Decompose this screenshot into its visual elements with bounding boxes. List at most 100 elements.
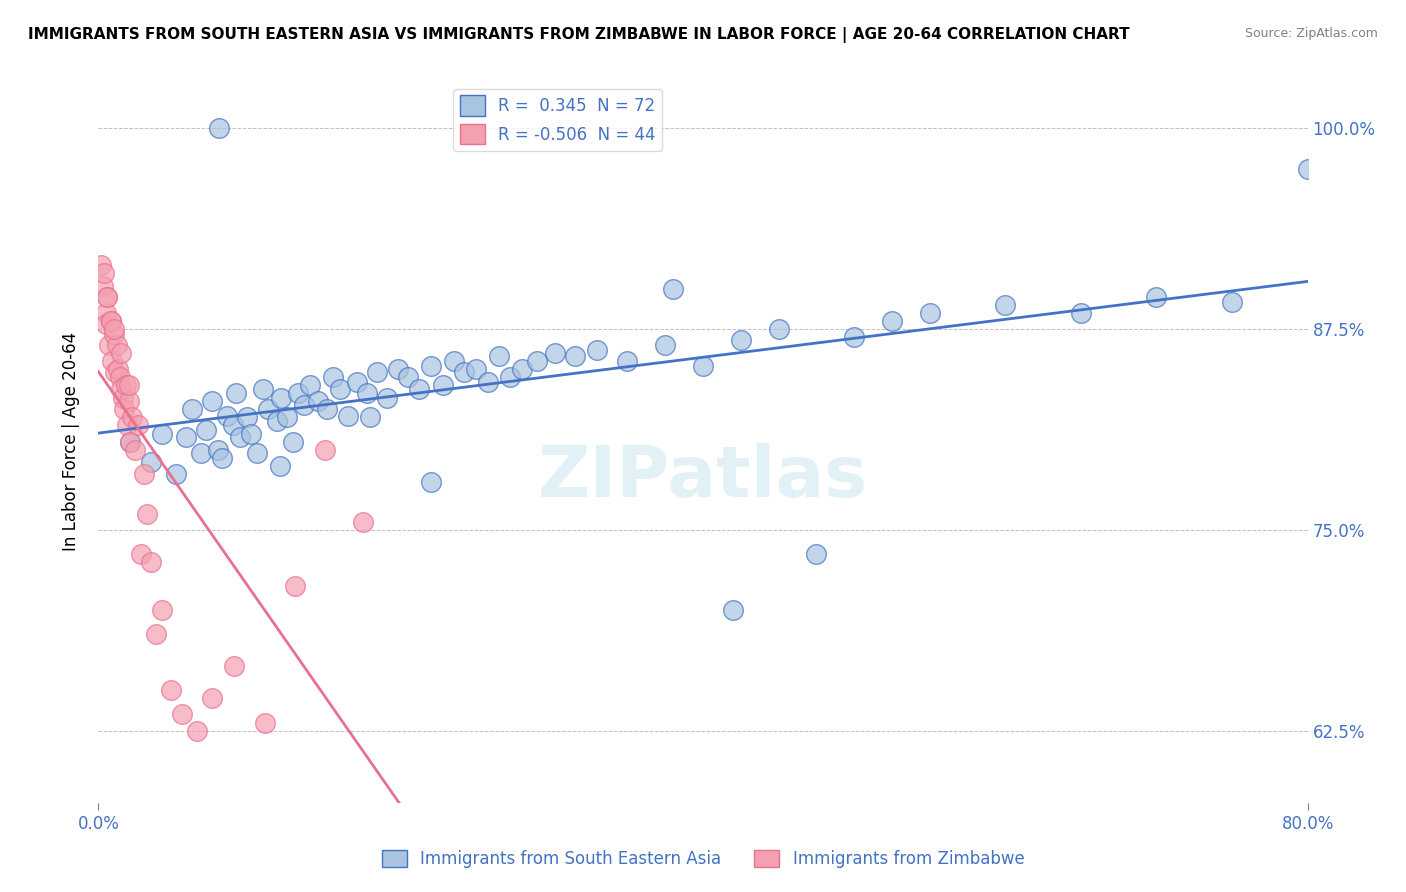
Point [127,418,149,433]
Point [103,326,125,341]
Point [366,366,388,380]
Point [307,394,329,409]
Point [526,354,548,368]
Point [124,442,146,457]
Point [465,362,488,376]
Point [145,627,167,641]
Point [132,467,155,481]
Point [654,338,676,352]
Point [115,418,138,433]
Point [94,306,117,320]
Point [170,707,193,722]
Point [201,691,224,706]
Point [266,414,288,428]
Legend: Immigrants from South Eastern Asia, Immigrants from Zimbabwe: Immigrants from South Eastern Asia, Immi… [375,843,1031,875]
Point [284,579,307,593]
Point [160,683,183,698]
Point [352,515,374,529]
Point [211,450,233,465]
Point [225,386,247,401]
Point [844,330,866,344]
Point [270,391,292,405]
Point [356,386,378,401]
Point [150,426,173,441]
Point [207,442,229,457]
Point [314,442,336,457]
Point [112,402,135,417]
Point [121,410,143,425]
Point [90,258,112,272]
Point [299,378,322,392]
Point [1296,161,1319,176]
Point [104,366,127,380]
Point [336,409,359,423]
Point [477,375,499,389]
Point [253,715,276,730]
Point [564,350,586,364]
Point [208,121,231,136]
Point [661,282,683,296]
Point [118,394,141,409]
Point [498,370,520,384]
Point [94,318,117,332]
Point [586,343,609,357]
Point [420,475,443,489]
Point [174,430,197,444]
Point [108,370,131,384]
Point [276,410,298,425]
Point [100,314,122,328]
Point [269,458,291,473]
Text: ZIPatlas: ZIPatlas [538,443,868,512]
Point [222,418,245,433]
Point [96,290,118,304]
Point [100,314,122,328]
Point [118,378,141,392]
Point [246,446,269,460]
Point [135,507,157,521]
Point [252,382,274,396]
Point [103,322,125,336]
Point [322,370,344,384]
Point [616,354,638,368]
Point [120,434,142,449]
Point [510,362,533,376]
Point [315,402,337,417]
Point [432,378,454,392]
Point [1146,290,1168,304]
Point [396,370,419,384]
Point [692,359,714,373]
Point [1070,306,1092,320]
Point [110,382,132,396]
Point [110,346,132,360]
Point [105,338,128,352]
Point [229,430,252,444]
Point [165,467,187,481]
Point [1220,294,1243,309]
Point [256,402,278,417]
Point [93,266,115,280]
Point [453,366,475,380]
Legend: R =  0.345  N = 72, R = -0.506  N = 44: R = 0.345 N = 72, R = -0.506 N = 44 [453,88,662,151]
Point [544,346,567,360]
Text: Source: ZipAtlas.com: Source: ZipAtlas.com [1244,27,1378,40]
Point [443,354,465,368]
Point [420,359,443,373]
Point [918,306,941,320]
Point [91,278,114,293]
Point [120,434,142,449]
Point [723,603,745,617]
Point [292,398,315,412]
Point [768,322,790,336]
Point [880,314,903,328]
Point [194,423,217,437]
Point [360,410,382,425]
Point [150,603,173,617]
Y-axis label: In Labor Force | Age 20-64: In Labor Force | Age 20-64 [62,332,80,551]
Point [186,723,208,738]
Point [96,290,118,304]
Point [283,434,305,449]
Point [181,402,204,417]
Point [329,382,352,396]
Point [114,378,136,392]
Text: IMMIGRANTS FROM SOUTH EASTERN ASIA VS IMMIGRANTS FROM ZIMBABWE IN LABOR FORCE | : IMMIGRANTS FROM SOUTH EASTERN ASIA VS IM… [28,27,1130,43]
